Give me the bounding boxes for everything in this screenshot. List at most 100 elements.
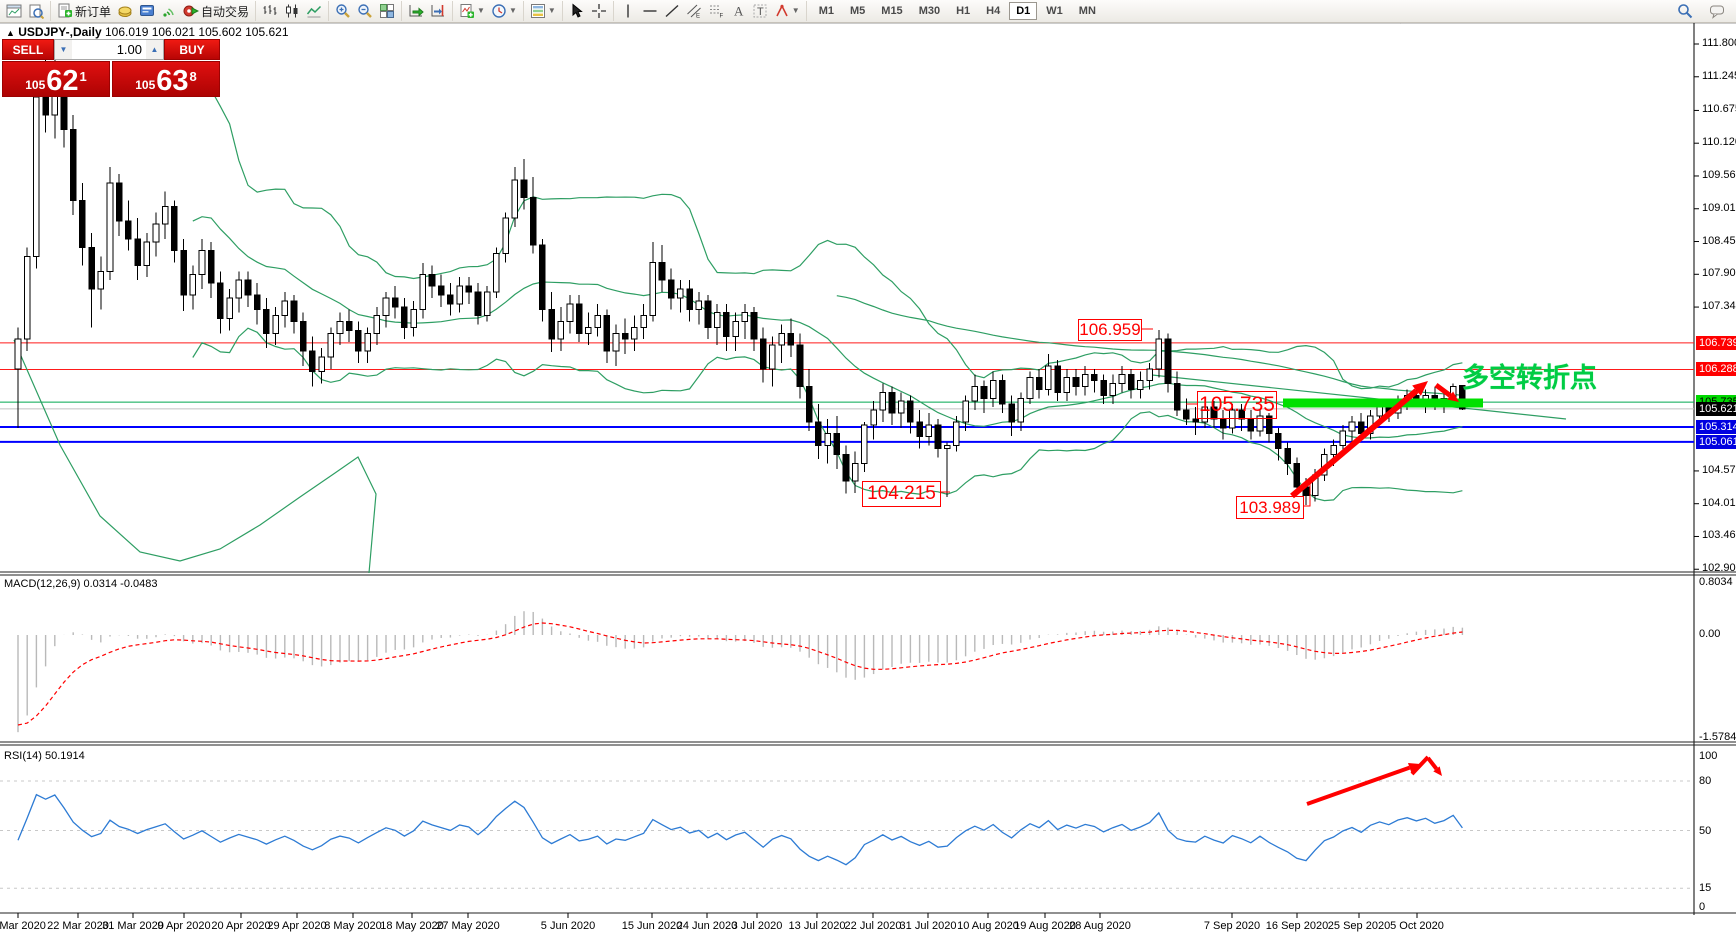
periods-icon (491, 3, 507, 19)
line-chart-mode-icon (306, 3, 322, 19)
timeframe-m1-button[interactable]: M1 (818, 5, 834, 17)
timeframe-m15-button[interactable]: M15 (881, 5, 903, 17)
toolbar-line-chart-mode-button[interactable] (303, 2, 325, 20)
date-tick: 15 Jun 2020 (621, 920, 683, 932)
date-tick: 22 Mar 2020 (47, 920, 109, 932)
timeframe-h1-button[interactable]: H1 (956, 5, 971, 17)
price-tick: 107.900 (1702, 267, 1736, 280)
toolbar-vertical-line-button[interactable] (617, 2, 639, 20)
price-tick: 111.800 (1702, 37, 1736, 49)
macd-label: MACD(12,26,9) 0.0314 -0.0483 (4, 578, 158, 590)
price-tick: 102.905 (1702, 562, 1736, 575)
auto-scroll-icon (408, 3, 424, 19)
toolbar: 新订单 自动交易 ▼ ▼ ▼ E F A T ▼ M1 M5 M15 M30 H1 H4 D1 W1 MN (0, 0, 1736, 23)
toolbar-arrows-tool-button[interactable]: ▼ (771, 2, 803, 20)
date-tick: 16 Sep 2020 (1265, 920, 1329, 932)
svg-text:E: E (696, 14, 700, 20)
toolbar-terminal-button[interactable] (136, 2, 158, 20)
toolbar-trendline-button[interactable] (661, 2, 683, 20)
timeframe-mn-button[interactable]: MN (1078, 5, 1096, 17)
price-annotation-105735[interactable]: 105.735 (1197, 391, 1277, 419)
chart-canvas[interactable] (0, 22, 1736, 935)
price-annotation-103989[interactable]: 103.989 (1236, 496, 1304, 519)
periods-dropdown-icon[interactable]: ▼ (508, 6, 517, 15)
templates-dropdown-icon[interactable]: ▼ (547, 6, 556, 15)
price-annotation-106959[interactable]: 106.959 (1078, 319, 1142, 341)
buy-button[interactable]: BUY (164, 39, 220, 60)
svg-text:A: A (734, 4, 744, 19)
timeframe-h4-button[interactable]: H4 (986, 5, 1001, 17)
toolbar-search-button[interactable] (1674, 2, 1696, 20)
toolbar-templates-button[interactable]: ▼ (527, 2, 559, 20)
price-tick: 110.120 (1702, 136, 1736, 149)
timeframe-w1-button[interactable]: W1 (1046, 5, 1063, 17)
date-tick: 9 Apr 2020 (157, 920, 211, 932)
svg-text:T: T (757, 6, 764, 18)
toolbar-profiles-button[interactable] (25, 2, 47, 20)
toolbar-tile-windows-button[interactable] (376, 2, 398, 20)
volume-decrease-button[interactable]: ▼ (55, 40, 72, 59)
toolbar-chat-button[interactable] (1706, 2, 1728, 20)
price-tick: 104.570 (1702, 463, 1736, 476)
volume-value[interactable]: 1.00 (116, 42, 142, 57)
toolbar-text-label-button[interactable]: T (749, 2, 771, 20)
new-order-icon (57, 3, 73, 19)
toolbar-bar-chart-mode-button[interactable] (259, 2, 281, 20)
price-line-label: 106.288 (1696, 362, 1736, 377)
autotrade-label: 自动交易 (201, 4, 250, 19)
chat-icon (1709, 3, 1725, 19)
toolbar-history-center-button[interactable] (114, 2, 136, 20)
toolbar-indicators-button[interactable]: ▼ (456, 2, 488, 20)
date-tick: 5 Oct 2020 (1390, 920, 1444, 932)
sell-quote[interactable]: 105 62 1 (2, 61, 110, 97)
price-line-label: 106.739 (1696, 335, 1736, 350)
toolbar-equidistant-channel-button[interactable]: E (683, 2, 705, 20)
bar-chart-mode-icon (262, 3, 278, 19)
toolbar-group: ▼ ▼ (453, 1, 524, 21)
toolbar-auto-scroll-button[interactable] (405, 2, 427, 20)
sell-button[interactable]: SELL (2, 39, 54, 60)
volume-increase-button[interactable]: ▲ (146, 40, 163, 59)
toolbar-crosshair-button[interactable] (588, 2, 610, 20)
timeframe-m5-button[interactable]: M5 (850, 5, 866, 17)
price-tick: 107.345 (1702, 300, 1736, 313)
turning-point-annotation[interactable]: 多空转折点 (1462, 363, 1597, 393)
indicators-icon (459, 3, 475, 19)
sell-quote-point: 1 (79, 69, 87, 84)
toolbar-zoom-out-button[interactable] (354, 2, 376, 20)
toolbar-new-chart-button[interactable] (3, 2, 25, 20)
toolbar-new-order-button[interactable]: 新订单 (54, 2, 114, 21)
toolbar-horizontal-line-button[interactable] (639, 2, 661, 20)
toolbar-chart-shift-button[interactable] (427, 2, 449, 20)
date-tick: 5 Jun 2020 (540, 920, 596, 932)
buy-quote[interactable]: 105 63 8 (112, 61, 220, 97)
timeframe-d1-button[interactable]: D1 (1009, 2, 1038, 20)
collapse-icon[interactable]: ▲ (6, 28, 15, 38)
crosshair-icon (591, 3, 607, 19)
toolbar-candle-chart-mode-button[interactable] (281, 2, 303, 20)
zoom-out-icon (357, 3, 373, 19)
toolbar-group (402, 1, 454, 21)
price-annotation-104215[interactable]: 104.215 (862, 481, 941, 507)
buy-quote-figure: 105 (135, 78, 156, 92)
toolbar-fibonacci-button[interactable]: F (705, 2, 727, 20)
toolbar-text-button[interactable]: A (727, 2, 749, 20)
toolbar-group: 新订单 自动交易 (51, 1, 257, 21)
chart-window[interactable]: ▾ ▲ USDJPY-,Daily 106.019 106.021 105.60… (0, 16, 1736, 935)
timeframe-m30-button[interactable]: M30 (918, 5, 941, 17)
toolbar-group (563, 1, 614, 21)
date-tick: 8 May 2020 (324, 920, 382, 932)
toolbar-periods-button[interactable]: ▼ (488, 2, 520, 20)
arrows-tool-dropdown-icon[interactable]: ▼ (791, 6, 800, 15)
indicators-dropdown-icon[interactable]: ▼ (477, 6, 485, 15)
rsi-tick: 0 (1699, 901, 1706, 913)
macd-tick: 0.8034 (1699, 575, 1733, 588)
arrows-tool-icon (774, 3, 790, 19)
toolbar-signals-button[interactable] (158, 2, 180, 20)
toolbar-zoom-in-button[interactable] (332, 2, 354, 20)
toolbar-cursor-button[interactable] (566, 2, 588, 20)
sell-quote-figure: 105 (25, 78, 46, 92)
date-tick: 31 Mar 2020 (102, 920, 164, 932)
toolbar-autotrade-button[interactable]: 自动交易 (180, 2, 252, 21)
macd-tick: -1.5784 (1699, 731, 1736, 744)
